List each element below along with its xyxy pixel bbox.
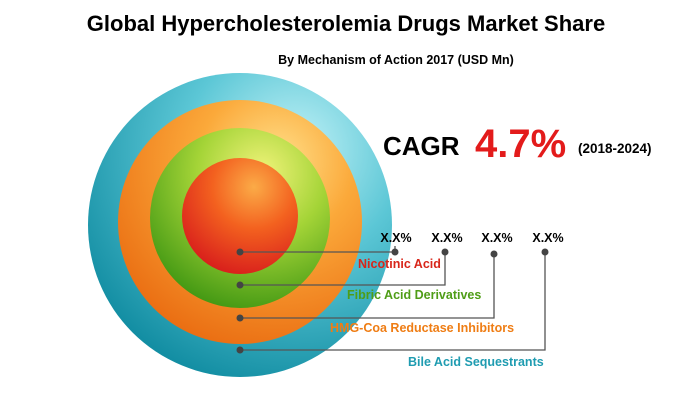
connector-hmg-coa-reductase-inhibitors (236, 250, 498, 322)
cagr-label: CAGR (383, 131, 460, 161)
series-label-hmg-coa-reductase-inhibitors: HMG-Coa Reductase Inhibitors (330, 321, 514, 335)
value-label-hmg-coa-reductase-inhibitors: X.X% (481, 231, 512, 245)
connector-fibric-acid-derivatives (236, 248, 449, 289)
cagr-value: 4.7% (475, 122, 566, 166)
chart-title: Global Hypercholesterolemia Drugs Market… (87, 11, 605, 36)
value-label-nicotinic-acid: X.X% (380, 231, 411, 245)
cagr-period: (2018-2024) (578, 141, 652, 156)
series-label-fibric-acid-derivatives: Fibric Acid Derivatives (347, 288, 481, 302)
chart-subtitle: By Mechanism of Action 2017 (USD Mn) (278, 53, 514, 67)
connector-bile-acid-sequestrants (236, 248, 549, 354)
ring-nicotinic-acid (182, 158, 298, 274)
value-label-bile-acid-sequestrants: X.X% (532, 231, 563, 245)
connector-nicotinic-acid (236, 246, 399, 256)
value-label-fibric-acid-derivatives: X.X% (431, 231, 462, 245)
series-label-bile-acid-sequestrants: Bile Acid Sequestrants (408, 355, 544, 369)
series-label-nicotinic-acid: Nicotinic Acid (358, 257, 441, 271)
